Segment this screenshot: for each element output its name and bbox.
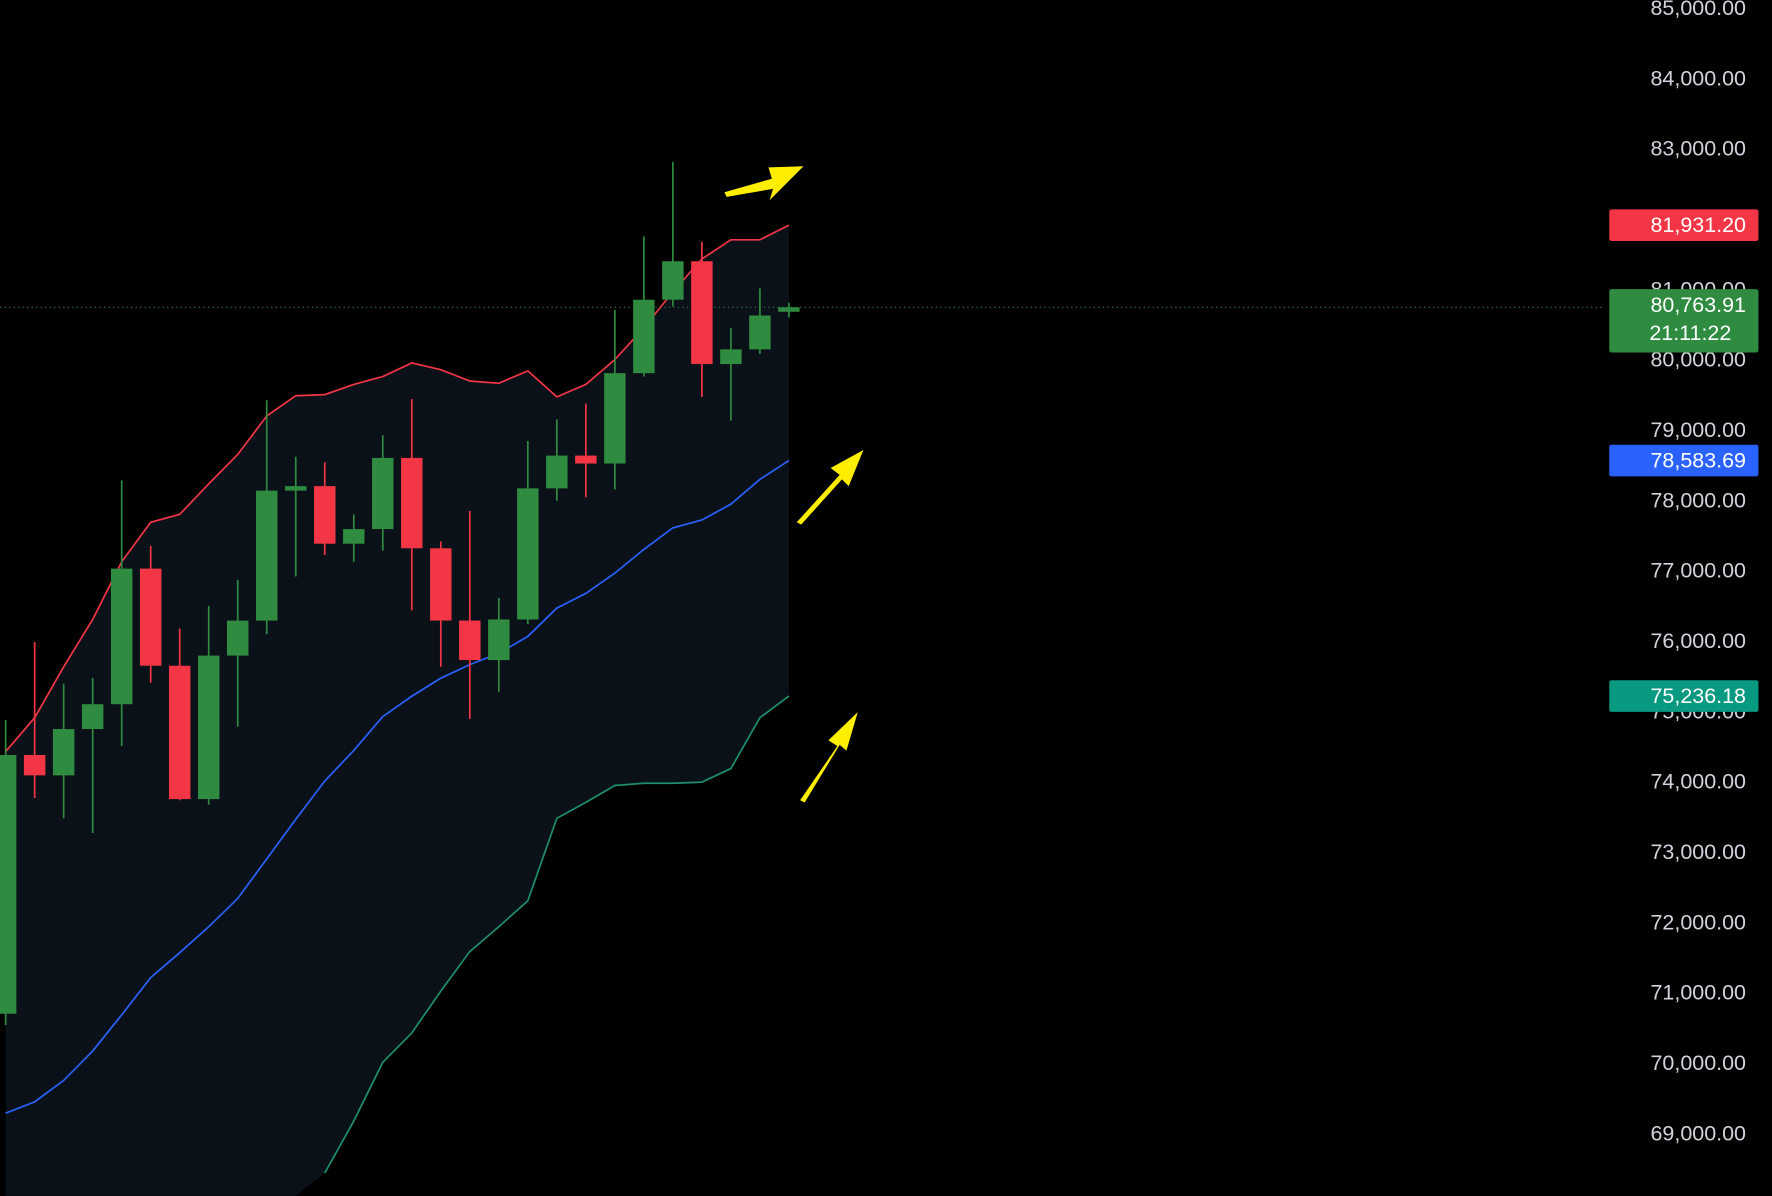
band-line [324, 695, 790, 1174]
y-tick-label: 78,000.00 [1650, 488, 1746, 512]
y-tick-label: 70,000.00 [1650, 1051, 1746, 1075]
candle-body [546, 455, 568, 489]
arrow [796, 449, 864, 525]
y-tick-label: 76,000.00 [1650, 629, 1746, 653]
candle-body [52, 729, 75, 776]
candle-body [285, 486, 307, 491]
candle-body [372, 457, 394, 530]
price-label-box [1609, 680, 1759, 712]
candle-body [633, 299, 655, 374]
candle-body [226, 620, 249, 656]
candle-body [720, 349, 742, 365]
candle-body [139, 568, 162, 666]
candle-body [749, 315, 771, 350]
y-tick-label: 73,000.00 [1650, 840, 1746, 864]
candle-body [314, 486, 336, 544]
y-tick-label: 74,000.00 [1650, 770, 1746, 794]
price-label-box [1609, 289, 1759, 353]
y-tick-label: 83,000.00 [1650, 137, 1746, 161]
candle-body [401, 457, 423, 549]
y-tick-label: 85,000.00 [1650, 0, 1746, 20]
band-line [5, 459, 790, 1114]
candle-body [23, 754, 46, 776]
y-tick-label: 84,000.00 [1650, 66, 1746, 90]
arrow [724, 166, 804, 201]
candle-body [343, 529, 365, 544]
candle-body [662, 261, 684, 300]
candle-body [81, 704, 104, 730]
candle-body [517, 488, 539, 620]
price-label: 78,583.69 [1650, 448, 1746, 472]
candle-body [0, 754, 17, 1014]
price-label-box [1609, 444, 1759, 477]
y-tick-label: 79,000.00 [1650, 418, 1746, 442]
price-label: 80,763.91 [1650, 293, 1746, 317]
y-tick-label: 71,000.00 [1650, 981, 1746, 1005]
annotation-arrows [724, 166, 864, 803]
band-line [5, 224, 790, 753]
candle-body [604, 373, 626, 464]
price-label: 81,931.20 [1650, 213, 1746, 237]
price-label-box [1609, 209, 1759, 241]
candle-body [691, 261, 713, 365]
candle-body [430, 548, 452, 621]
price-label: 75,236.18 [1650, 684, 1746, 708]
y-tick-label: 69,000.00 [1650, 1121, 1746, 1145]
candle-body [488, 619, 510, 661]
candle-body [459, 620, 481, 661]
candle-body [575, 455, 597, 464]
y-tick-label: 77,000.00 [1650, 559, 1746, 583]
countdown-label: 21:11:22 [1649, 321, 1731, 345]
candle-body [168, 665, 191, 800]
candle-body [778, 307, 800, 312]
candle-body [197, 655, 220, 800]
y-tick-label: 72,000.00 [1650, 910, 1746, 934]
arrow [800, 712, 858, 803]
band-fill [5, 225, 789, 1196]
candle-body [256, 490, 278, 621]
candle-body [110, 568, 133, 705]
